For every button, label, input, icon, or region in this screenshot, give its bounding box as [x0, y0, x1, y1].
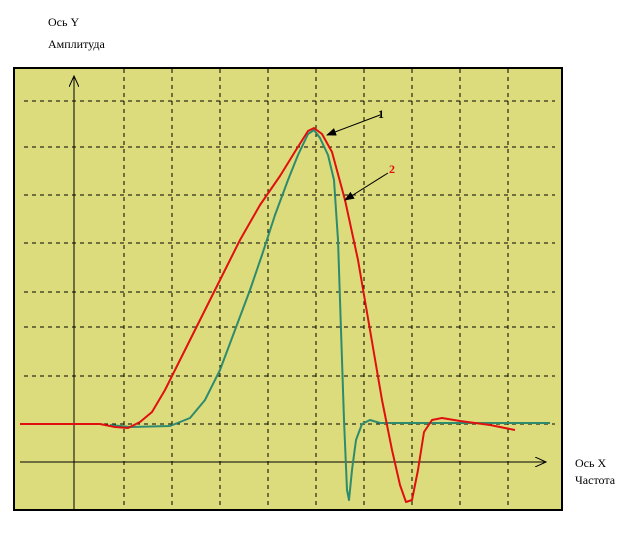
- plot-area: [13, 67, 563, 511]
- curve-1: [109, 129, 550, 501]
- callout-label-2: 2: [389, 162, 395, 176]
- curve-2: [20, 127, 516, 503]
- x-axis-name: Ось X: [575, 456, 606, 470]
- callout-arrow-2: [344, 172, 389, 201]
- x-axis-label: Частота: [575, 473, 616, 487]
- callout-label-1: 1: [378, 107, 384, 121]
- y-axis-name: Ось Y: [48, 15, 79, 29]
- y-axis-label: Амплитуда: [48, 37, 106, 51]
- callout-arrow-1: [326, 114, 381, 136]
